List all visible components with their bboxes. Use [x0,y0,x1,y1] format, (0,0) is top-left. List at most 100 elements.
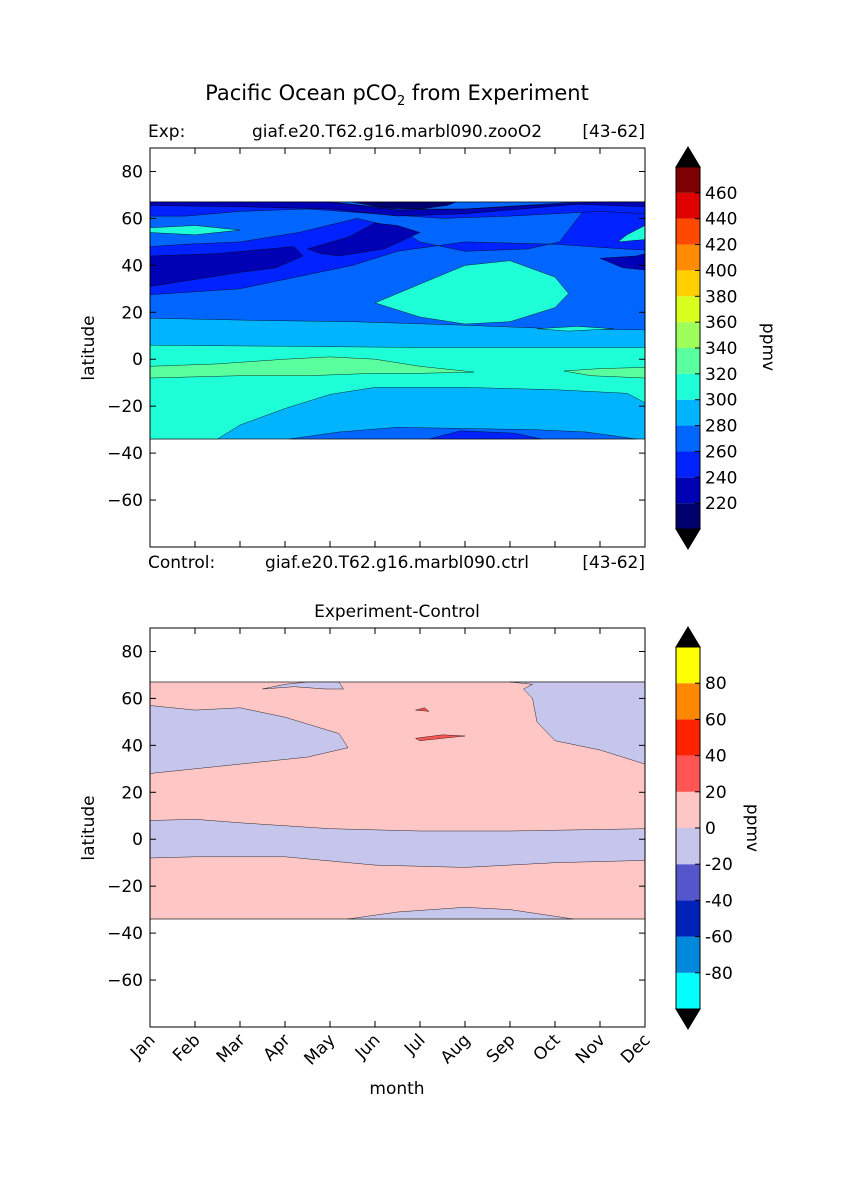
top-ytick-label: 80 [121,162,143,182]
bottom-colorbar-label: ppmv [742,804,762,852]
month-tick-label: Dec [617,1030,654,1067]
experiment-colorbar-swatch [676,503,700,529]
difference-contour-band-4 [509,681,645,765]
title-subscript: 2 [397,94,405,109]
difference-colorbar-tick-label: 80 [705,674,727,694]
experiment-colorbar-tick-label: 220 [705,494,737,514]
difference-colorbar-over-arrow [675,626,701,648]
experiment-contour-band-12 [150,356,475,379]
exp-header-label: Exp: [148,122,185,142]
top-ylabel: latitude [79,315,99,380]
experiment-contour-band-6 [150,246,304,287]
bottom-ytick-label: 80 [121,642,143,662]
experiment-colorbar-tick-label: 320 [705,365,737,385]
difference-colorbar-swatch [676,719,700,756]
experiment-colorbar-tick-label: 280 [705,417,737,437]
ctrl-footer-years: [43-62] [582,553,645,573]
difference-contour-band-6 [415,734,466,741]
experiment-contour-field [150,201,645,440]
experiment-colorbar-tick-label: 400 [705,261,737,281]
exp-header-name: giaf.e20.T62.g16.marbl090.zooO2 [252,122,542,142]
bottom-ytick-label: 60 [121,689,143,709]
experiment-axes-frame [149,147,646,548]
difference-colorbar-swatch [676,900,700,937]
difference-contour-band-2 [150,705,349,774]
experiment-colorbar-swatch [676,477,700,504]
experiment-contour-band-7 [307,222,421,257]
experiment-contour-band-13 [563,367,645,379]
experiment-colorbar-tick-label: 260 [705,442,737,462]
difference-colorbar-tick-label: -80 [705,964,733,984]
experiment-colorbar-tick-label: 380 [705,287,737,307]
top-ytick-label: −40 [107,444,143,464]
month-tick-label: Apr [260,1030,295,1065]
title-main: Pacific Ocean pCO [205,81,397,105]
title-tail: from Experiment [405,81,589,105]
experiment-colorbar-under-arrow [675,528,701,550]
experiment-contour-band-15 [536,326,614,332]
difference-colorbar-swatch [676,647,700,684]
top-ytick-label: −20 [107,397,143,417]
bottom-ytick-label: 20 [121,783,143,803]
month-tick-label: Oct [530,1030,565,1065]
difference-colorbar-swatch [676,936,700,973]
top-colorbar-label: ppmv [758,323,778,371]
top-ytick-label: 20 [121,303,143,323]
difference-colorbar-tick-label: 40 [705,747,727,767]
top-ytick-label: −60 [107,491,143,511]
experiment-colorbar-tick-label: 460 [705,184,737,204]
bottom-ytick-label: −60 [107,971,143,991]
experiment-colorbar-swatch [676,244,700,271]
experiment-colorbar-tick-label: 360 [705,313,737,333]
difference-contour-band-1 [150,819,645,868]
experiment-colorbar-swatch [676,167,700,193]
difference-colorbar-tick-label: -40 [705,891,733,911]
experiment-contour-band-16 [150,225,241,236]
difference-colorbar-swatch [676,864,700,901]
figure-title: Pacific Ocean pCO2 from Experiment [205,81,589,109]
top-ytick-label: 40 [121,256,143,276]
top-ytick-label: 60 [121,209,143,229]
experiment-contour-band-14 [374,260,569,325]
experiment-colorbar-swatch [676,270,700,297]
experiment-colorbar-swatch [676,451,700,478]
bottom-xlabel: month [369,1079,424,1099]
month-tick-label: Nov [572,1030,610,1068]
difference-colorbar-swatch [676,755,700,792]
bottom-ytick-label: 40 [121,736,143,756]
difference-contour-field [150,681,645,920]
difference-colorbar: 80 60 40 20 0 -20 -40 -60 -80 [675,626,733,1030]
month-tick-label: Jan [126,1030,159,1063]
month-tick-label: Mar [213,1030,250,1067]
month-tick-label: Sep [483,1030,520,1067]
difference-contour-band-7 [415,707,430,712]
difference-colorbar-tick-label: 0 [705,819,716,839]
ctrl-footer-label: Control: [148,553,215,573]
experiment-colorbar-tick-label: 240 [705,468,737,488]
difference-contour-band-3 [262,681,344,690]
experiment-colorbar-swatch [676,348,700,374]
plot-layer: 80 60 40 20 0 −20 −40 −60 220 240 260 280 300 320 340 3… [107,146,737,1069]
experiment-contour-band-17 [617,225,645,243]
month-tick-label: May [301,1030,340,1069]
bottom-ylabel: latitude [79,795,99,860]
experiment-colorbar-swatch [676,296,700,323]
experiment-colorbar-swatch [676,425,700,452]
ctrl-footer-name: giaf.e20.T62.g16.marbl090.ctrl [265,553,529,573]
experiment-colorbar-over-arrow [675,146,701,168]
difference-colorbar-tick-label: 20 [705,783,727,803]
difference-colorbar-swatch [676,791,700,828]
difference-colorbar-tick-label: -20 [705,855,733,875]
experiment-colorbar-swatch [676,373,700,400]
difference-colorbar-swatch [676,683,700,720]
experiment-colorbar-swatch [676,399,700,426]
top-ytick-label: 0 [132,350,143,370]
experiment-colorbar-tick-label: 440 [705,210,737,230]
experiment-colorbar-swatch [676,322,700,348]
difference-colorbar-under-arrow [675,1008,701,1030]
month-tick-label: Feb [169,1030,204,1065]
difference-colorbar-tick-label: -60 [705,928,733,948]
experiment-colorbar-tick-label: 420 [705,236,737,256]
difference-axes-frame [149,627,646,1028]
